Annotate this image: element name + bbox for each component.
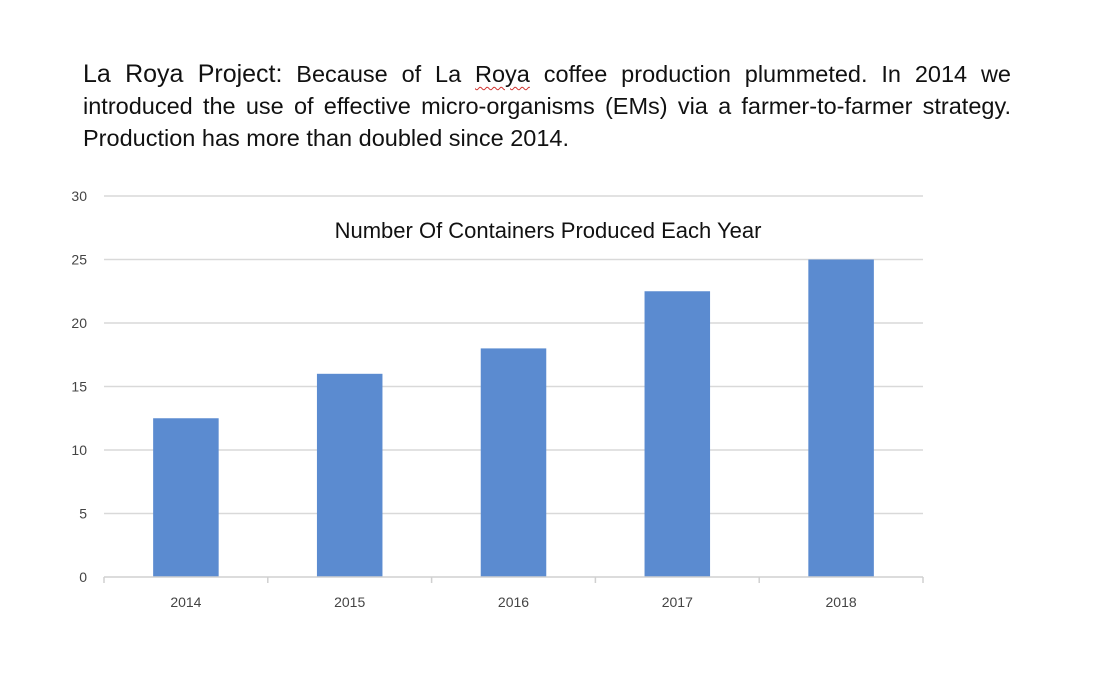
x-tick-label: 2018 bbox=[826, 594, 857, 610]
x-tick-label: 2014 bbox=[170, 594, 201, 610]
y-tick-label: 5 bbox=[79, 506, 87, 522]
y-tick-label: 0 bbox=[79, 569, 87, 585]
intro-misspelled-word: Roya bbox=[475, 61, 530, 87]
intro-text-part2: coffee production plummeted. In 2014 we … bbox=[83, 61, 1011, 151]
intro-paragraph: La Roya Project: Because of La Roya coff… bbox=[83, 58, 1011, 154]
intro-text-part1: Because of La bbox=[282, 61, 476, 87]
x-tick-label: 2016 bbox=[498, 594, 529, 610]
bar-2016 bbox=[480, 348, 547, 577]
axes: 0 5 10 15 20 25 30 2014 2015 2016 2017 2018 bbox=[71, 188, 924, 610]
y-tick-label: 15 bbox=[71, 379, 87, 395]
intro-lead: La Roya Project: bbox=[83, 60, 283, 88]
bars bbox=[153, 259, 874, 577]
y-tick-label: 30 bbox=[71, 188, 87, 204]
chart-title: Number Of Containers Produced Each Year bbox=[335, 218, 762, 243]
x-tick-label: 2015 bbox=[334, 594, 365, 610]
y-tick-label: 20 bbox=[71, 315, 87, 331]
bar-2017 bbox=[644, 291, 711, 577]
y-tick-label: 10 bbox=[71, 442, 87, 458]
y-tick-label: 25 bbox=[71, 252, 87, 268]
bar-2015 bbox=[316, 373, 383, 577]
x-tick-label: 2017 bbox=[662, 594, 693, 610]
bar-2018 bbox=[808, 259, 874, 577]
bar-2014 bbox=[153, 418, 219, 577]
